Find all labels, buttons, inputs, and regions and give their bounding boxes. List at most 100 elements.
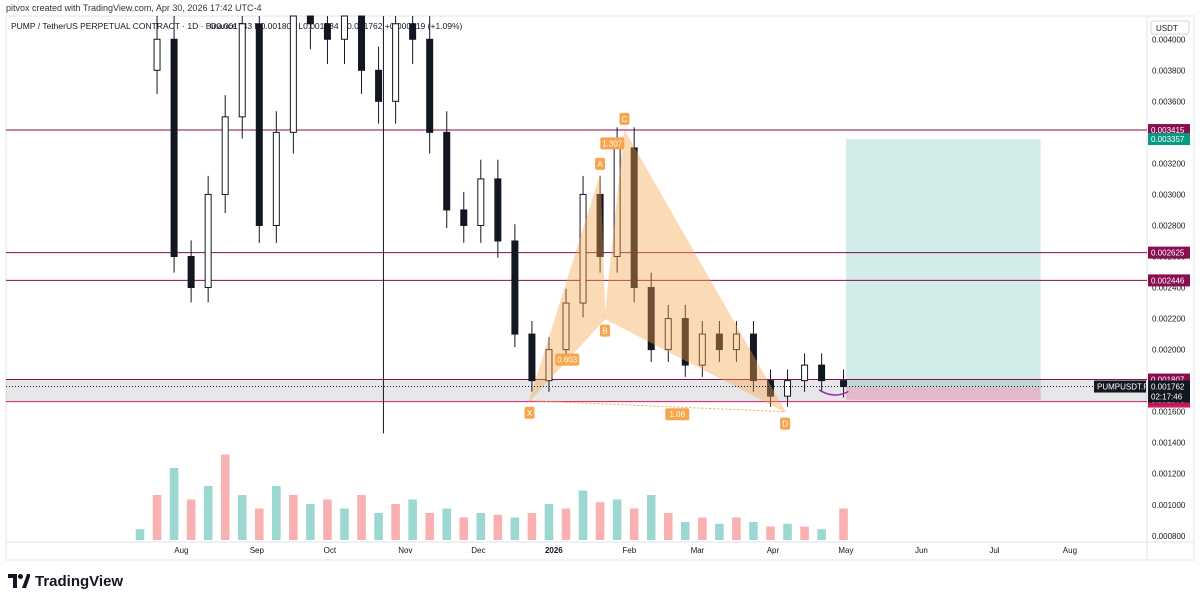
price-tick: 0.003200 — [1152, 159, 1186, 168]
candle-body — [272, 131, 280, 226]
time-tick: Oct — [324, 546, 337, 555]
time-tick: Jun — [915, 546, 928, 555]
candle-body — [204, 193, 212, 289]
time-tick: Aug — [1063, 546, 1077, 555]
volume-bar — [732, 517, 741, 540]
candle-body — [681, 318, 689, 366]
volume-bar — [561, 508, 571, 540]
symbol-tag-text: PUMPUSDT.P — [1097, 383, 1149, 392]
volume-bar — [374, 513, 383, 540]
candle-body — [715, 333, 723, 351]
last-price-text: 0.001762 — [1151, 383, 1185, 392]
volume-bar — [306, 504, 315, 540]
volume-bar — [800, 526, 809, 540]
time-tick: 2026 — [545, 546, 563, 555]
volume-bar — [476, 513, 486, 540]
candle-body — [426, 38, 434, 133]
harmonic-point-c — [619, 112, 630, 125]
tradingview-logo-text: TradingView — [35, 572, 124, 590]
volume-bar — [783, 523, 792, 540]
harmonic-ratio: 1.08 — [670, 410, 686, 419]
price-tick: 0.000800 — [1152, 532, 1186, 541]
volume-bar — [135, 529, 145, 540]
harmonic-bcd-triangle — [604, 129, 787, 413]
candle-body — [596, 193, 604, 258]
tradingview-logo: TradingView — [8, 571, 123, 591]
time-tick: Apr — [767, 546, 780, 555]
position-target-zone — [845, 139, 1041, 388]
candle-body — [170, 38, 178, 258]
countdown-text: 02:17:46 — [1151, 393, 1183, 402]
candle-body — [392, 23, 400, 102]
candle-body — [732, 333, 740, 351]
volume-bar — [272, 486, 281, 540]
volume-bar — [442, 508, 452, 540]
price-tick: 0.001400 — [1152, 439, 1186, 448]
volume-bar — [169, 468, 179, 540]
candle-body — [221, 116, 229, 195]
candle-body — [630, 147, 638, 289]
position-price-label — [1148, 133, 1190, 146]
chart-frame — [5, 15, 1195, 561]
support-zone — [6, 379, 1147, 402]
volume-bar — [493, 514, 503, 540]
candle-body — [460, 209, 468, 226]
time-tick: Jul — [989, 546, 999, 555]
time-tick: Dec — [471, 546, 485, 555]
level-price-label — [1148, 274, 1190, 287]
candle-body — [494, 178, 502, 242]
volume-bar — [289, 495, 298, 540]
last-price-label — [1148, 380, 1190, 403]
candle-body — [511, 240, 519, 335]
candle-body — [323, 23, 331, 40]
time-tick: May — [838, 546, 853, 555]
price-tick: 0.004000 — [1152, 35, 1186, 44]
harmonic-point-d — [780, 417, 791, 430]
harmonic-label-d: D — [782, 420, 788, 429]
volume-bar — [152, 495, 162, 540]
price-tick: 0.002400 — [1152, 284, 1186, 293]
price-tick: 0.003000 — [1152, 190, 1186, 199]
time-tick: Sep — [250, 546, 265, 555]
price-tick: 0.002800 — [1152, 221, 1186, 230]
price-tick: 0.001600 — [1152, 408, 1186, 417]
harmonic-ratio-box — [600, 137, 625, 150]
harmonic-label-b: B — [602, 327, 607, 336]
harmonic-ratio-box — [555, 353, 580, 366]
volume-bar — [595, 502, 605, 540]
chart-credit: pitvox created with TradingView.com, Apr… — [6, 3, 262, 13]
candle-body — [187, 256, 195, 289]
candle-body — [409, 23, 417, 40]
volume-bar — [254, 508, 264, 540]
harmonic-ratio: 1.307 — [602, 139, 623, 148]
volume-bar — [323, 499, 332, 540]
position-price-text: 0.003357 — [1151, 135, 1185, 144]
harmonic-point-b — [599, 324, 610, 337]
candle-body — [579, 193, 587, 304]
time-tick: Feb — [622, 546, 636, 555]
candle-body — [664, 318, 672, 351]
volume-bar — [459, 517, 469, 540]
volume-bar — [544, 504, 554, 540]
volume-bar — [612, 499, 622, 540]
volume-bar — [715, 523, 724, 540]
volume-bar — [340, 508, 349, 540]
volume-bar — [203, 486, 213, 540]
volume-bar — [237, 495, 247, 540]
harmonic-ratio-box — [665, 408, 690, 421]
volume-bar — [357, 495, 366, 540]
candle-body — [647, 287, 655, 351]
candle-body — [698, 333, 706, 366]
candle-body — [340, 15, 348, 40]
candle-body — [306, 15, 314, 25]
candle-body — [477, 178, 485, 226]
candle-body — [528, 333, 536, 382]
level-price-text: 0.002446 — [1151, 276, 1185, 285]
volume-bar — [681, 522, 690, 540]
rounded-bottom-arc — [818, 389, 849, 396]
volume-bar — [527, 513, 537, 540]
currency-label: USDT — [1156, 24, 1178, 33]
candle-body — [358, 15, 366, 71]
volume-bar — [510, 517, 520, 540]
